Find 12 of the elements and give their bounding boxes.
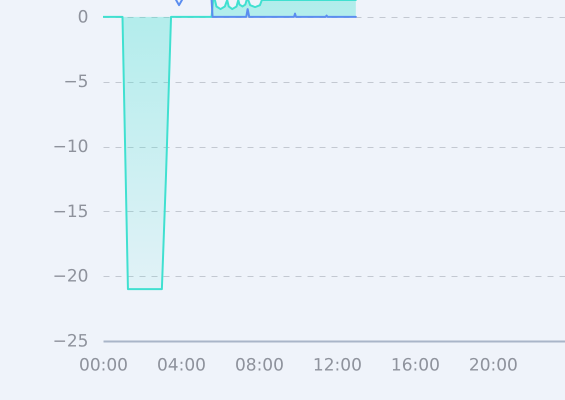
y-tick-label: −20 [52,266,88,287]
y-tick-label: 0 [78,7,88,28]
x-tick-label: 04:00 [156,356,206,376]
x-tick-label: 00:00 [79,356,128,376]
y-tick-label: −10 [52,137,88,158]
x-tick-label: 12:00 [312,356,362,376]
y-tick-label: −15 [52,202,88,222]
y-tick-label: −5 [63,72,88,92]
y-tick-label: −25 [52,332,88,352]
x-tick-label: 08:00 [234,356,284,376]
x-tick-label: 16:00 [390,356,440,376]
x-tick-label: 20:00 [468,356,518,376]
